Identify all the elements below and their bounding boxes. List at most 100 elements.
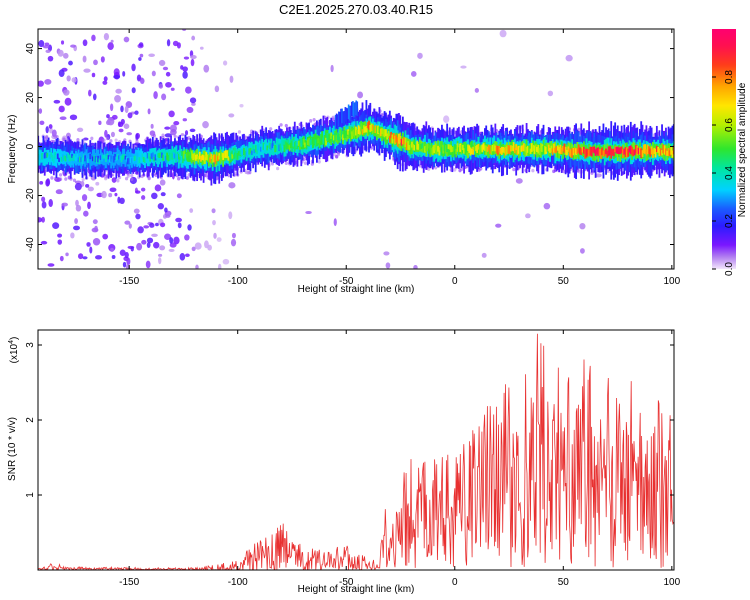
noise-cell bbox=[123, 123, 130, 129]
snr-frame bbox=[37, 329, 675, 571]
ridge-cell bbox=[76, 153, 79, 161]
ridge-cell bbox=[42, 154, 45, 159]
ridge-cell bbox=[555, 146, 558, 153]
noise-cell bbox=[230, 238, 237, 247]
noise-cell bbox=[110, 247, 114, 252]
ridge-cell bbox=[642, 144, 645, 154]
ridge-cell bbox=[269, 142, 271, 150]
noise-cell bbox=[164, 133, 172, 138]
ridge-cell bbox=[86, 153, 89, 160]
ridge-cell bbox=[472, 146, 475, 155]
ridge-cell bbox=[637, 147, 640, 155]
noise-cell bbox=[305, 210, 312, 215]
halo-cell bbox=[91, 177, 96, 181]
noise-cell bbox=[95, 181, 100, 186]
ridge-cell bbox=[489, 145, 492, 154]
noise-cell bbox=[42, 45, 50, 49]
noise-cell bbox=[47, 55, 54, 62]
noise-cell bbox=[231, 232, 236, 239]
ridge-cell bbox=[184, 154, 187, 161]
noise-cell bbox=[77, 253, 84, 260]
noise-cell bbox=[70, 44, 76, 48]
ridge-cell bbox=[657, 146, 660, 153]
ridge-cell bbox=[47, 156, 50, 161]
ridge-cell bbox=[146, 152, 149, 159]
ridge-cell bbox=[170, 154, 172, 160]
ridge-cell bbox=[317, 138, 320, 144]
secondary-feature-cell bbox=[341, 108, 343, 124]
ridge-cell bbox=[201, 154, 204, 161]
ridge-cell bbox=[209, 152, 212, 162]
ridge-cell bbox=[379, 128, 382, 137]
ridge-cell bbox=[209, 157, 212, 163]
ridge-cell bbox=[224, 150, 227, 158]
noise-cell bbox=[128, 223, 132, 229]
ridge-cell bbox=[174, 153, 176, 159]
secondary-feature-cell bbox=[356, 101, 359, 117]
noise-cell bbox=[63, 52, 69, 59]
ridge-cell bbox=[569, 149, 572, 157]
ridge-cell bbox=[180, 155, 183, 163]
ridge-cell bbox=[129, 157, 132, 163]
ridge-cell bbox=[484, 145, 486, 151]
ridge-cell bbox=[250, 150, 253, 155]
ridge-cell bbox=[343, 130, 346, 138]
ridge-cell bbox=[517, 146, 520, 154]
noise-cell bbox=[135, 190, 141, 194]
ridge-cell bbox=[69, 156, 72, 161]
ridge-cell bbox=[411, 142, 413, 154]
noise-cell bbox=[38, 80, 44, 87]
noise-cell bbox=[185, 86, 192, 94]
ridge-cell bbox=[504, 147, 507, 156]
noise-cell bbox=[95, 255, 103, 260]
ridge-cell bbox=[276, 144, 279, 152]
ridge-cell bbox=[220, 152, 223, 158]
ridge-cell bbox=[618, 147, 620, 155]
ridge-cell bbox=[154, 154, 157, 161]
ridge-cell bbox=[378, 130, 381, 139]
ridge-cell bbox=[520, 145, 523, 152]
ridge-cell bbox=[526, 145, 529, 153]
noise-cell bbox=[102, 233, 109, 240]
noise-cell bbox=[63, 89, 70, 96]
noise-cell bbox=[57, 233, 63, 238]
ridge-cell bbox=[149, 156, 152, 162]
ridge-cell bbox=[318, 139, 321, 147]
ridge-cell bbox=[464, 147, 467, 155]
ridge-cell bbox=[150, 153, 153, 159]
ridge-cell bbox=[383, 129, 386, 138]
ridge-cell bbox=[649, 148, 652, 157]
noise-cell bbox=[173, 236, 180, 245]
noise-cell bbox=[111, 177, 117, 183]
spectrogram-panel: -150 -100 -50 0 50 100 -40 -20 0 20 40 Height of … bbox=[7, 28, 681, 295]
ridge-cell bbox=[322, 137, 325, 144]
noise-cell bbox=[165, 71, 171, 77]
ridge-cell bbox=[189, 152, 192, 159]
ridge-cell bbox=[507, 144, 510, 154]
ridge-cell bbox=[579, 147, 581, 155]
ridge-cell bbox=[506, 146, 508, 155]
noise-cell bbox=[137, 226, 144, 234]
noise-cell bbox=[164, 126, 171, 130]
ridge-cell bbox=[305, 141, 308, 150]
ridge-cell bbox=[623, 148, 626, 155]
ridge-cell bbox=[594, 149, 597, 156]
ridge-cell bbox=[473, 143, 476, 150]
noise-cell bbox=[120, 118, 125, 125]
ridge-cell bbox=[562, 146, 564, 159]
ridge-cell bbox=[460, 144, 463, 150]
ridge-cell bbox=[366, 121, 369, 137]
ridge-cell bbox=[564, 146, 567, 155]
ridge-cell bbox=[270, 143, 273, 150]
ridge-cell bbox=[602, 150, 605, 157]
ridge-cell bbox=[392, 133, 395, 139]
ridge-cell bbox=[227, 149, 230, 158]
noise-cell bbox=[98, 120, 102, 126]
ridge-cell bbox=[395, 134, 398, 143]
ridge-cell bbox=[330, 133, 333, 146]
ridge-cell bbox=[142, 156, 145, 163]
noise-cell bbox=[189, 97, 197, 104]
ridge-cell bbox=[284, 141, 287, 149]
ridge-cell bbox=[116, 153, 119, 160]
ridge-cell bbox=[260, 146, 262, 152]
